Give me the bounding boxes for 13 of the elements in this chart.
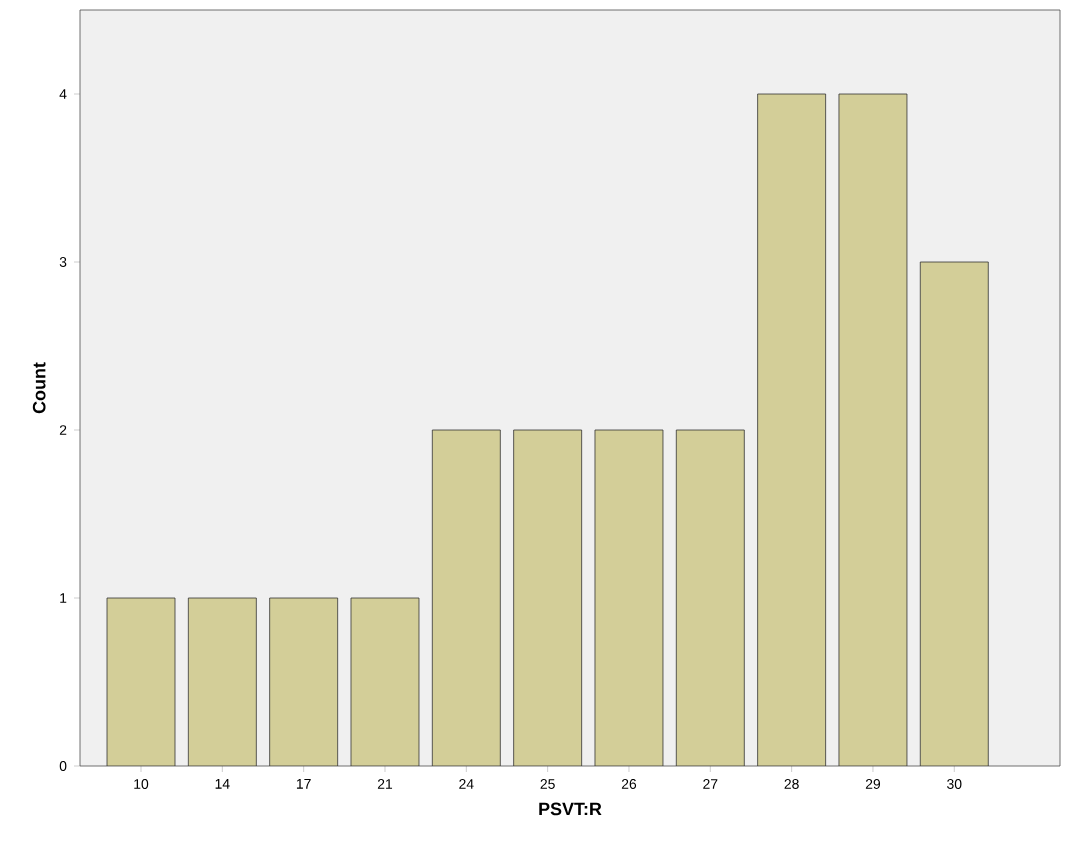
bar [269,598,338,766]
bar [432,430,501,766]
bar [188,598,257,766]
bar [107,598,175,766]
bar [350,598,419,766]
x-axis-title: PSVT:R [539,802,602,816]
bar [919,261,989,766]
bar [757,94,826,766]
bar [513,430,582,766]
bar [676,430,745,766]
y-axis-title: Count [32,362,46,414]
bar [838,94,907,766]
bar [594,430,663,766]
